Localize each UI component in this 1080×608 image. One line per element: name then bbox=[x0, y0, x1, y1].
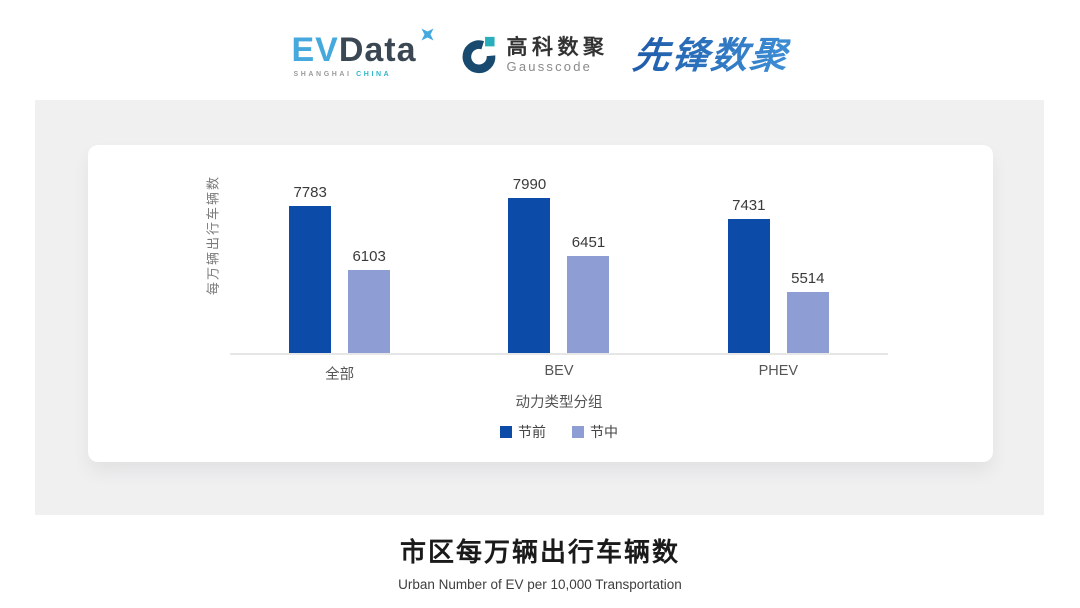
bar-rect[interactable] bbox=[727, 219, 770, 353]
bar-节前-PHEV[interactable]: 7431 bbox=[727, 197, 770, 353]
evdata-subtext: SHANGHAI CHINA bbox=[293, 71, 391, 78]
legend-item-节中[interactable]: 节中 bbox=[572, 422, 618, 442]
bar-value-label: 6103 bbox=[352, 248, 386, 265]
xianfeng-logo: 先锋数聚 bbox=[630, 34, 791, 76]
bar-value-label: 7431 bbox=[732, 197, 766, 214]
bar-节前-全部[interactable]: 7783 bbox=[289, 184, 332, 353]
bar-value-label: 7783 bbox=[293, 184, 327, 201]
category-row: 全部 BEV PHEV bbox=[230, 363, 888, 384]
bar-value-label: 7990 bbox=[512, 176, 547, 193]
gray-panel: 每万辆出行车辆数 7783 6103 7990 6451 7431 5514 全部 BEV P… bbox=[35, 100, 1044, 515]
evdata-shanghai-text: SHANGHAI bbox=[293, 70, 352, 78]
bar-group-全部: 7783 6103 bbox=[230, 159, 449, 353]
gausscode-en-text: Gausscode bbox=[506, 58, 593, 74]
gausscode-cn-text: 高科数聚 bbox=[506, 35, 609, 59]
logo-bar: EV Data SHANGHAI CHINA 高科数聚 Gausscode 先锋数… bbox=[0, 26, 1080, 84]
legend-label: 节中 bbox=[590, 424, 618, 440]
x-axis-label: 动力类型分组 bbox=[515, 395, 603, 411]
legend-swatch bbox=[500, 426, 512, 438]
category-label-BEV: BEV bbox=[544, 363, 574, 379]
sparkle-icon bbox=[421, 27, 434, 41]
bar-group-PHEV: 7431 5514 bbox=[669, 159, 888, 353]
chart-card: 每万辆出行车辆数 7783 6103 7990 6451 7431 5514 全部 BEV P… bbox=[88, 145, 993, 462]
bar-value-label: 5514 bbox=[791, 270, 825, 287]
legend-swatch bbox=[572, 426, 584, 438]
evdata-china-text: CHINA bbox=[356, 70, 392, 78]
y-axis-label: 每万辆出行车辆数 bbox=[205, 174, 221, 296]
evdata-ev-text: EV bbox=[291, 30, 339, 69]
bar-rect[interactable] bbox=[289, 206, 332, 353]
bar-节中-全部[interactable]: 6103 bbox=[348, 248, 391, 353]
category-label-全部: 全部 bbox=[325, 367, 355, 383]
category-label-PHEV: PHEV bbox=[758, 363, 799, 379]
bar-rect[interactable] bbox=[508, 198, 551, 353]
bar-group-BEV: 7990 6451 bbox=[449, 159, 668, 353]
chart-subtitle: Urban Number of EV per 10,000 Transporta… bbox=[398, 577, 682, 592]
bar-rect[interactable] bbox=[348, 270, 391, 353]
evdata-logo: EV Data SHANGHAI CHINA bbox=[291, 27, 435, 78]
bar-节前-BEV[interactable]: 7990 bbox=[508, 176, 551, 353]
bar-rect[interactable] bbox=[567, 256, 610, 353]
bar-节中-PHEV[interactable]: 5514 bbox=[786, 270, 829, 353]
bar-value-label: 6451 bbox=[571, 234, 606, 251]
chart-title: 市区每万辆出行车辆数 bbox=[399, 537, 680, 567]
legend: 节前 节中 bbox=[230, 422, 888, 442]
gausscode-text: 高科数聚 Gausscode bbox=[507, 36, 609, 74]
evdata-data-text: Data bbox=[338, 30, 417, 69]
bar-rect[interactable] bbox=[786, 292, 829, 353]
footer: 市区每万辆出行车辆数 Urban Number of EV per 10,000… bbox=[0, 532, 1080, 592]
gausscode-logo: 高科数聚 Gausscode bbox=[460, 36, 609, 74]
legend-label: 节前 bbox=[518, 424, 546, 440]
plot-area: 7783 6103 7990 6451 7431 5514 bbox=[230, 159, 888, 355]
bar-节中-BEV[interactable]: 6451 bbox=[567, 234, 610, 353]
evdata-wordmark: EV Data bbox=[291, 27, 435, 69]
gausscode-icon bbox=[462, 36, 495, 74]
legend-item-节前[interactable]: 节前 bbox=[500, 422, 546, 442]
